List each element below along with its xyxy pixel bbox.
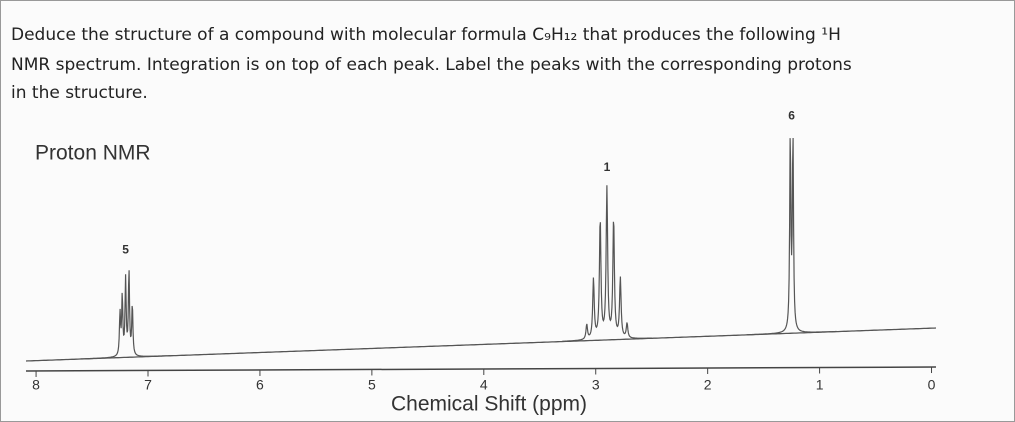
question-line: in the structure.: [11, 83, 148, 103]
x-tick-label: 4: [480, 377, 488, 393]
integration-label: 1: [604, 160, 611, 174]
chart-title: Proton NMR: [35, 142, 151, 165]
baseline: [25, 327, 937, 362]
x-tick-label: 7: [144, 377, 152, 393]
x-tick-label: 8: [32, 377, 40, 393]
x-tick-label: 0: [928, 377, 936, 393]
question-line: Deduce the structure of a compound with …: [11, 25, 841, 45]
peak: [80, 270, 171, 360]
x-tick-label: 6: [256, 377, 264, 393]
x-axis-label: Chemical Shift (ppm): [391, 393, 587, 416]
integration-label: 5: [122, 243, 129, 257]
peak: [561, 185, 652, 342]
integration-label: 6: [788, 108, 795, 122]
x-tick-label: 1: [816, 377, 824, 393]
x-tick-label: 2: [704, 377, 712, 393]
x-axis: [25, 366, 937, 372]
question-line: NMR spectrum. Integration is on top of e…: [11, 55, 852, 75]
x-tick-label: 5: [368, 377, 376, 393]
peak: [746, 137, 837, 336]
x-tick-label: 3: [592, 377, 600, 393]
